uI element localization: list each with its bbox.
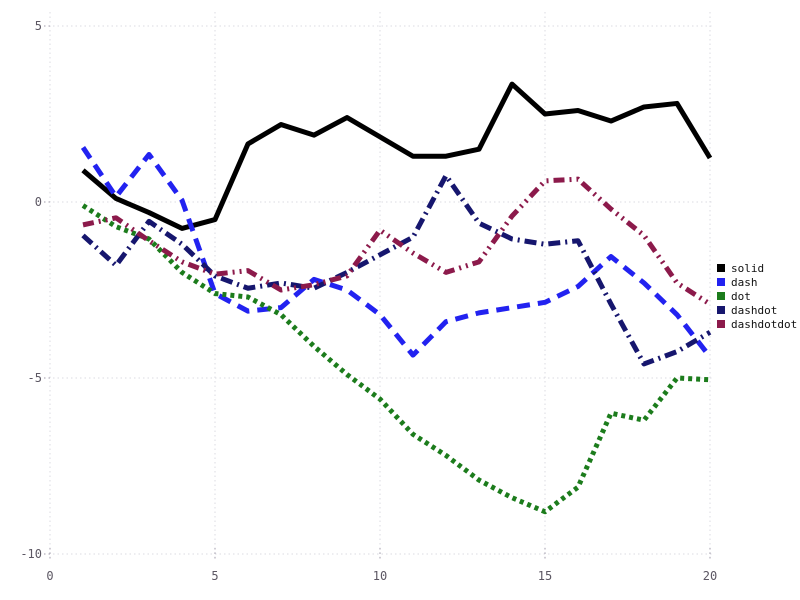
x-tick-label: 5 <box>211 569 218 583</box>
y-tick-label: -10 <box>20 547 42 561</box>
series-line-dash <box>80 146 712 359</box>
y-tick-label: 0 <box>35 195 42 209</box>
grid-layer <box>44 12 713 558</box>
y-tick-label: 5 <box>35 19 42 33</box>
series-line-dashdotdot <box>82 176 712 307</box>
legend-swatch-dashdot <box>717 306 725 314</box>
legend-label-solid: solid <box>731 262 764 275</box>
legend-item-dashdot: dashdot <box>717 304 777 317</box>
legend-swatch-dash <box>717 278 725 286</box>
x-tick-label: 0 <box>46 569 53 583</box>
legend-swatch-dashdotdot <box>717 320 725 328</box>
series-layer <box>80 81 713 515</box>
series-line-solid <box>81 81 713 231</box>
legend-item-dashdotdot: dashdotdot <box>717 318 797 331</box>
legend-item-dot: dot <box>717 290 751 303</box>
legend-label-dash: dash <box>731 276 758 289</box>
x-tick-label: 10 <box>373 569 387 583</box>
y-tick-label: -5 <box>28 371 42 385</box>
legend-label-dashdot: dashdot <box>731 304 777 317</box>
legend-swatch-dot <box>717 292 725 300</box>
x-tick-label: 20 <box>703 569 717 583</box>
series-line-dashdot <box>81 173 712 367</box>
legend-label-dot: dot <box>731 290 751 303</box>
legend-label-dashdotdot: dashdotdot <box>731 318 797 331</box>
legend-item-solid: solid <box>717 262 764 275</box>
legend-item-dash: dash <box>717 276 758 289</box>
tick-layer: 0 5 10 15 20 -10 -5 0 5 <box>20 19 717 583</box>
series-line-dot <box>81 203 711 515</box>
x-tick-label: 15 <box>538 569 552 583</box>
legend-swatch-solid <box>717 264 725 272</box>
